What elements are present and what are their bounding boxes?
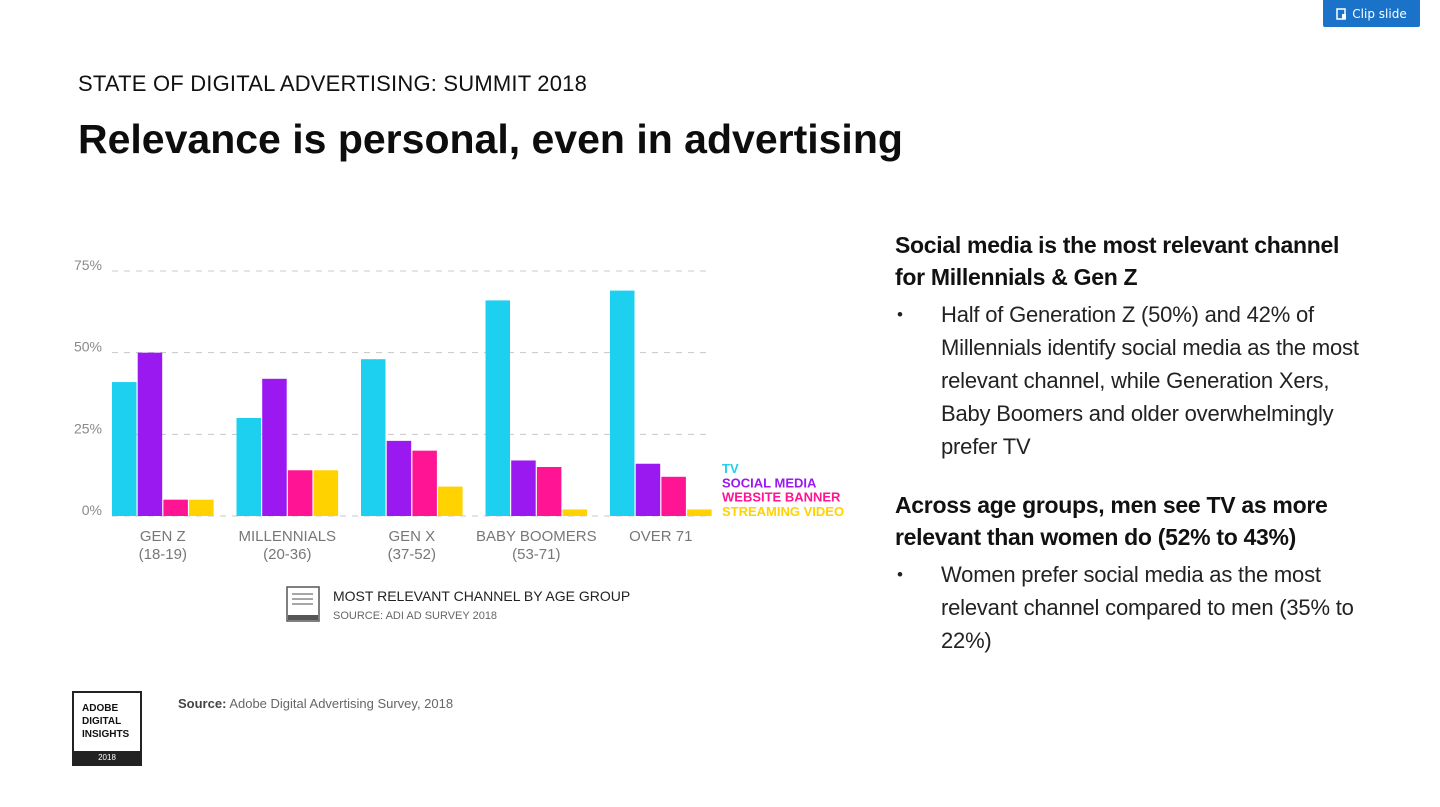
source-text: Adobe Digital Advertising Survey, 2018 (229, 696, 454, 711)
legend-item: WEBSITE BANNER (722, 490, 841, 505)
bar-social-media (137, 352, 163, 516)
bullet-icon: • (897, 305, 903, 324)
chart-subtitle: SOURCE: ADI AD SURVEY 2018 (333, 610, 497, 622)
insight-bullet: • Women prefer social media as the most r… (895, 558, 1365, 657)
clip-slide-label: Clip slide (1352, 6, 1407, 21)
legend-item: SOCIAL MEDIA (722, 475, 817, 490)
clip-icon (1336, 7, 1347, 20)
x-tick-label: GEN X (388, 528, 435, 545)
insight-list-2: • Women prefer social media as the most r… (895, 558, 1365, 657)
logo-text: ADOBE DIGITAL INSIGHTS (82, 703, 130, 740)
bar-website-banner (536, 467, 562, 516)
bar-social-media (635, 463, 661, 516)
chart-title: MOST RELEVANT CHANNEL BY AGE GROUP (333, 588, 630, 604)
insight-bullet: • Half of Generation Z (50%) and 42% of M… (895, 298, 1365, 463)
x-tick-label: OVER 71 (629, 528, 692, 545)
bar-streaming-video (687, 509, 712, 516)
bar-website-banner (287, 470, 313, 516)
insight-heading-2: Across age groups, men see TV as more re… (895, 492, 1328, 550)
bar-social-media (262, 378, 287, 516)
source-label: Source: (178, 696, 227, 711)
adobe-digital-insights-logo: ADOBE DIGITAL INSIGHTS 2018 (72, 691, 142, 766)
bar-streaming-video (562, 509, 588, 516)
legend-item: TV (722, 461, 739, 476)
insight-heading-1: Social media is the most relevant channe… (895, 232, 1340, 290)
bar-tv (236, 418, 261, 516)
x-tick-label: MILLENNIALS (239, 528, 337, 545)
y-tick-label: 25% (74, 420, 102, 436)
bar-website-banner (163, 499, 188, 516)
x-tick-sublabel: (20-36) (263, 546, 311, 563)
bar-tv (112, 382, 137, 516)
bar-streaming-video (189, 499, 214, 516)
y-tick-label: 0% (82, 502, 102, 518)
bar-website-banner (412, 450, 437, 516)
source-footnote: Source: Adobe Digital Advertising Survey… (178, 696, 453, 711)
y-tick-label: 50% (74, 339, 102, 355)
logo-year: 2018 (74, 751, 140, 764)
bullet-text: Half of Generation Z (50%) and 42% of Mi… (941, 302, 1359, 459)
slide-kicker: STATE OF DIGITAL ADVERTISING: SUMMIT 201… (78, 71, 588, 96)
bar-chart: 0% 25% 50% 75% GEN Z(18-19) MILLENNIALS(20-36… (74, 257, 844, 622)
bar-social-media (511, 460, 536, 516)
x-tick-label: GEN Z (140, 528, 186, 545)
bar-tv (610, 290, 635, 516)
y-tick-label: 75% (74, 257, 102, 273)
bar-streaming-video (438, 486, 463, 516)
legend-item: STREAMING VIDEO (722, 504, 844, 519)
bar-website-banner (661, 476, 686, 516)
bar-tv (485, 300, 510, 516)
clip-slide-button[interactable]: Clip slide (1323, 0, 1420, 27)
bar-social-media (386, 440, 412, 516)
bullet-text: Women prefer social media as the most re… (941, 562, 1354, 653)
insight-panel-2: Across age groups, men see TV as more re… (895, 489, 1365, 657)
badge-bar (288, 615, 318, 620)
insight-list-1: • Half of Generation Z (50%) and 42% of M… (895, 298, 1365, 463)
slide-headline: Relevance is personal, even in advertisi… (78, 116, 903, 162)
bar-streaming-video (313, 470, 339, 516)
insight-panel-1: Social media is the most relevant channe… (895, 229, 1365, 463)
x-tick-sublabel: (53-71) (512, 546, 560, 563)
bullet-icon: • (897, 565, 903, 584)
x-tick-label: BABY BOOMERS (476, 528, 597, 545)
bar-tv (361, 359, 386, 516)
x-tick-sublabel: (18-19) (139, 546, 187, 563)
x-tick-sublabel: (37-52) (388, 546, 436, 563)
